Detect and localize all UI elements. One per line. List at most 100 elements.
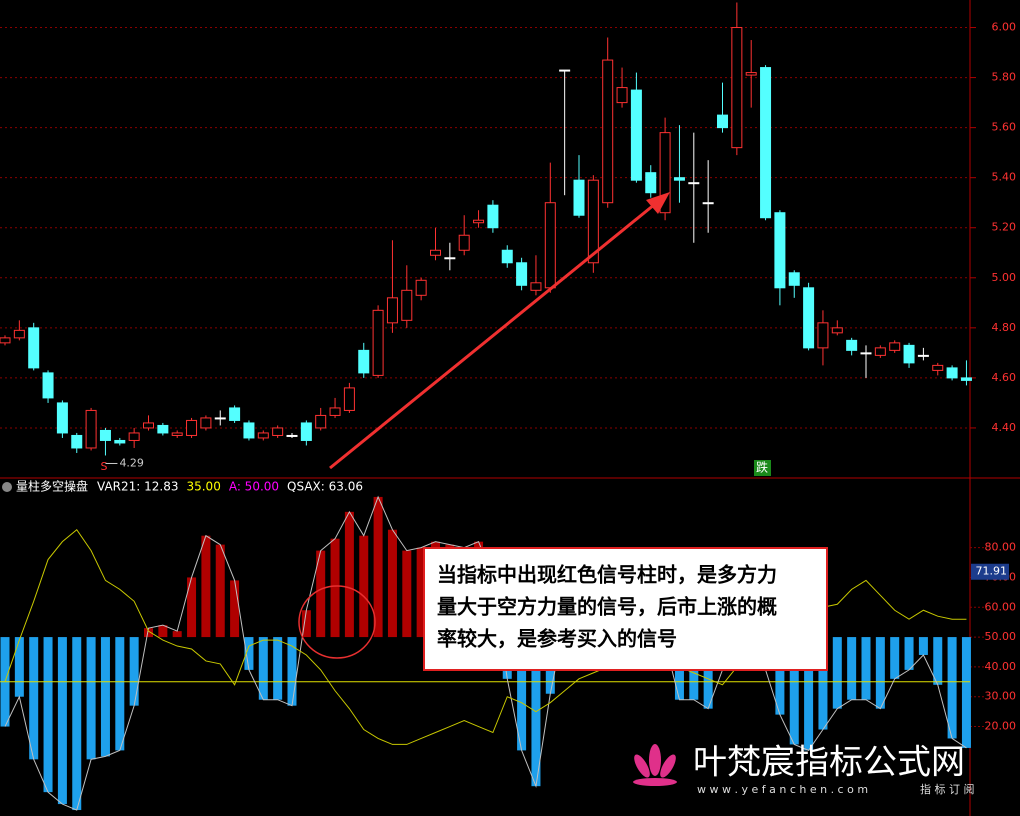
bar (818, 637, 828, 730)
bar (703, 637, 713, 709)
candle-body (602, 59, 614, 204)
bar (904, 637, 914, 670)
candle-body (28, 327, 40, 369)
watermark-logo (633, 744, 677, 786)
watermark-tag: 指 标 订 阅 (920, 782, 975, 796)
candle-body (286, 434, 298, 437)
candle-body (903, 344, 915, 364)
candle-body (688, 182, 700, 185)
candle-body (717, 114, 728, 129)
last-value-box (971, 563, 1009, 580)
watermark-url: w w w . y e f a n c h e n . c o m (697, 783, 868, 796)
y-tick-label: 5.00 (992, 271, 1017, 284)
bar (301, 610, 311, 638)
candle-body (128, 432, 140, 441)
candle-body (401, 289, 413, 321)
bar (804, 637, 814, 751)
bar (961, 637, 971, 748)
candle-body (42, 372, 54, 399)
candle-body (71, 434, 83, 449)
candle-body (415, 279, 427, 296)
legend: VAR21: 12.83 35.00 A: 50.00 QSAX: 63.06 (97, 480, 363, 494)
y-tick-label: 5.80 (992, 71, 1017, 84)
candle-body (13, 329, 25, 339)
candle-body (329, 407, 341, 416)
indicator-title: 量柱多空操盘 (16, 479, 88, 494)
candle-body (817, 322, 829, 349)
bar (847, 637, 857, 700)
indicator-icon (2, 482, 12, 492)
candle-body (673, 177, 685, 181)
bar (187, 577, 197, 638)
annotation-line: 量大于空方力量的信号，后市上涨的概 (437, 595, 777, 619)
candle-body (143, 422, 154, 429)
annotation-label: 4.29 (119, 456, 144, 469)
candle-body (243, 422, 255, 439)
bar (875, 637, 885, 709)
candle-body (516, 262, 528, 286)
candle-body (501, 249, 513, 264)
bar (230, 580, 240, 638)
candle-body (960, 377, 972, 381)
bar (387, 529, 397, 638)
bar (172, 631, 182, 638)
candle-body (760, 67, 772, 219)
bar (918, 637, 928, 655)
bar (373, 496, 383, 638)
candle-body (559, 69, 571, 72)
bar (402, 550, 412, 638)
bar (330, 538, 340, 638)
candle-body (731, 27, 743, 149)
bar (517, 637, 527, 751)
y-tick-label: 50.00 (985, 630, 1017, 643)
y-tick-label: 5.20 (992, 221, 1017, 234)
annotation-line: 当指标中出现红色信号柱时，是多方力 (437, 563, 777, 587)
y-tick-label: 60.00 (985, 600, 1017, 613)
candle-body (745, 72, 757, 76)
bar (258, 637, 268, 700)
candle-body (386, 297, 398, 324)
signal-fall: 跌 (756, 460, 768, 475)
arrow (329, 198, 661, 470)
y-tick-label: 40.00 (985, 660, 1017, 673)
candle-body (645, 172, 657, 194)
bar (890, 637, 900, 679)
signal-s: S (101, 460, 108, 473)
watermark-title: 叶梵宸指标公式网 (693, 743, 965, 783)
candle-body (659, 132, 671, 214)
bar (273, 637, 283, 700)
y-tick-label: 5.60 (992, 121, 1017, 134)
y-tick-label: 80.00 (985, 541, 1017, 554)
candle-body (587, 179, 599, 264)
candle-body (372, 309, 384, 376)
bar (344, 511, 354, 638)
highlight-circle (298, 585, 376, 659)
bar (115, 637, 125, 751)
bar (100, 637, 110, 757)
candle-body (530, 282, 542, 291)
last-value-label: 71.91 (976, 565, 1008, 578)
candle-body (99, 429, 111, 441)
bar (86, 637, 96, 760)
candle-body (473, 219, 485, 224)
bar (861, 637, 871, 700)
candle-body (860, 352, 872, 355)
candle-body (444, 257, 456, 260)
candle-body (186, 419, 198, 436)
candle-body (616, 87, 628, 104)
candle-body (831, 327, 843, 334)
candle-body (846, 339, 858, 351)
candle-body (774, 212, 786, 289)
bar (287, 637, 297, 706)
y-tick-label: 5.40 (992, 171, 1017, 184)
candle-body (917, 354, 929, 357)
bar (14, 637, 24, 697)
bar (789, 637, 799, 745)
y-tick-label: 6.00 (992, 21, 1017, 34)
candle-body (272, 427, 284, 436)
candle-body (114, 439, 126, 444)
candle-body (56, 402, 68, 434)
y-tick-label: 4.80 (992, 321, 1017, 334)
candle-body (229, 407, 241, 421)
